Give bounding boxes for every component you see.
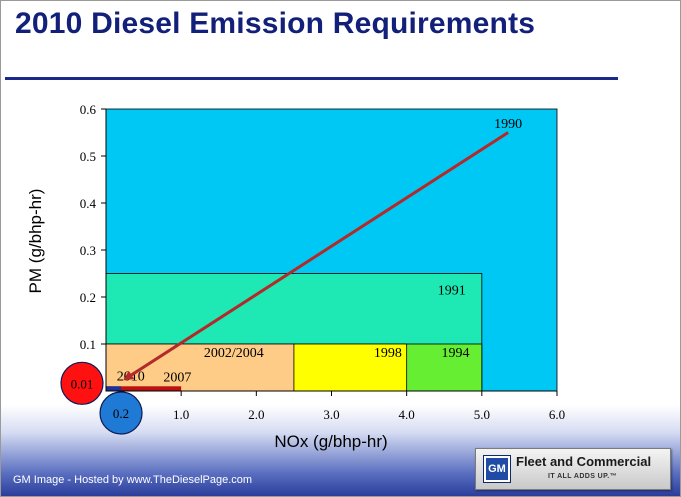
x-tick-label: 2.0 <box>248 407 264 422</box>
arrow-layer <box>123 131 509 381</box>
x-tick-label: 5.0 <box>474 407 490 422</box>
region-2002-2004 <box>105 343 295 392</box>
y-tick-label: 0.6 <box>80 102 97 117</box>
badge-layer: 0.01 0.2 <box>60 361 143 435</box>
badge-label-y: 0.01 <box>71 376 94 391</box>
gm-logo-icon: GM <box>483 455 511 483</box>
logo-tagline: IT ALL ADDS UP.™ <box>548 473 618 480</box>
slide-title: 2010 Diesel Emission Requirements <box>15 7 536 40</box>
badge-y-0-01 <box>60 361 104 405</box>
region-label-1994: 1994 <box>442 346 470 361</box>
trend-arrow <box>123 131 509 381</box>
gm-logo-mark: GM <box>488 463 506 475</box>
y-tick-label: 0.5 <box>80 149 96 164</box>
y-axis-title: PM (g/bhp-hr) <box>26 189 45 294</box>
x-tick-label: 1.0 <box>173 407 189 422</box>
logo-title: Fleet and Commercial <box>516 454 652 469</box>
y-tick-label: 0.2 <box>80 290 96 305</box>
region-label-1991: 1991 <box>438 284 466 299</box>
region-2007 <box>106 386 182 391</box>
region-label-2002-2004: 2002/2004 <box>204 346 264 361</box>
y-tick-label: 0.3 <box>80 243 96 258</box>
footer-credit: GM Image - Hosted by www.TheDieselPage.c… <box>13 474 253 486</box>
region-label-1998: 1998 <box>374 346 402 361</box>
region-2010 <box>106 386 122 391</box>
title-underline <box>5 77 618 80</box>
y-tick-label: 0.4 <box>80 196 97 211</box>
x-tick-label: 3.0 <box>323 407 339 422</box>
region-label-2007: 2007 <box>163 371 191 386</box>
x-tick-label: 6.0 <box>549 407 565 422</box>
badge-x-0-2 <box>99 391 143 435</box>
ticks-layer: 1.0 2.0 3.0 4.0 5.0 6.0 0.1 0.2 0.3 0.4 0.5 0.6 <box>80 102 565 422</box>
badge-label-x: 0.2 <box>113 406 129 421</box>
x-axis-title: NOx (g/bhp-hr) <box>274 432 387 451</box>
y-tick-label: 0.1 <box>80 337 96 352</box>
gm-fleet-logo: GM Fleet and Commercial IT ALL ADDS UP.™ <box>475 448 671 490</box>
x-tick-label: 4.0 <box>399 407 415 422</box>
region-label-1990: 1990 <box>494 117 522 132</box>
